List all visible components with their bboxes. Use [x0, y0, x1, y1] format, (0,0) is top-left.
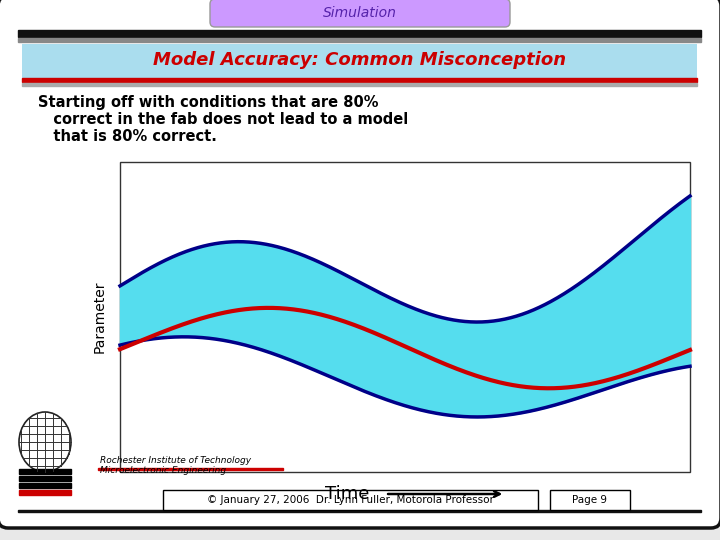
Text: Parameter: Parameter — [93, 281, 107, 353]
Text: Time: Time — [325, 485, 369, 503]
Text: that is 80% correct.: that is 80% correct. — [38, 129, 217, 144]
Bar — [19, 483, 71, 488]
Bar — [550, 490, 630, 510]
Text: Model Accuracy: Common Misconception: Model Accuracy: Common Misconception — [153, 51, 567, 69]
Text: Page 9: Page 9 — [572, 495, 608, 505]
Bar — [18, 510, 701, 512]
FancyBboxPatch shape — [210, 0, 510, 27]
Bar — [19, 490, 71, 495]
Bar — [163, 490, 538, 510]
Bar — [22, 78, 697, 82]
Bar — [18, 30, 701, 37]
Bar — [18, 38, 701, 42]
Bar — [98, 468, 283, 470]
Text: Microelectronic Engineering: Microelectronic Engineering — [100, 466, 226, 475]
Bar — [19, 469, 71, 474]
Bar — [22, 44, 697, 78]
FancyBboxPatch shape — [0, 0, 720, 528]
Ellipse shape — [19, 412, 71, 472]
Text: correct in the fab does not lead to a model: correct in the fab does not lead to a mo… — [38, 112, 408, 127]
Text: Simulation: Simulation — [323, 6, 397, 20]
Text: Starting off with conditions that are 80%: Starting off with conditions that are 80… — [38, 95, 379, 110]
Bar — [22, 83, 697, 86]
Bar — [120, 162, 690, 472]
Bar — [19, 476, 71, 481]
Text: Rochester Institute of Technology: Rochester Institute of Technology — [100, 456, 251, 465]
Text: © January 27, 2006  Dr. Lynn Fuller, Motorola Professor: © January 27, 2006 Dr. Lynn Fuller, Moto… — [207, 495, 493, 505]
